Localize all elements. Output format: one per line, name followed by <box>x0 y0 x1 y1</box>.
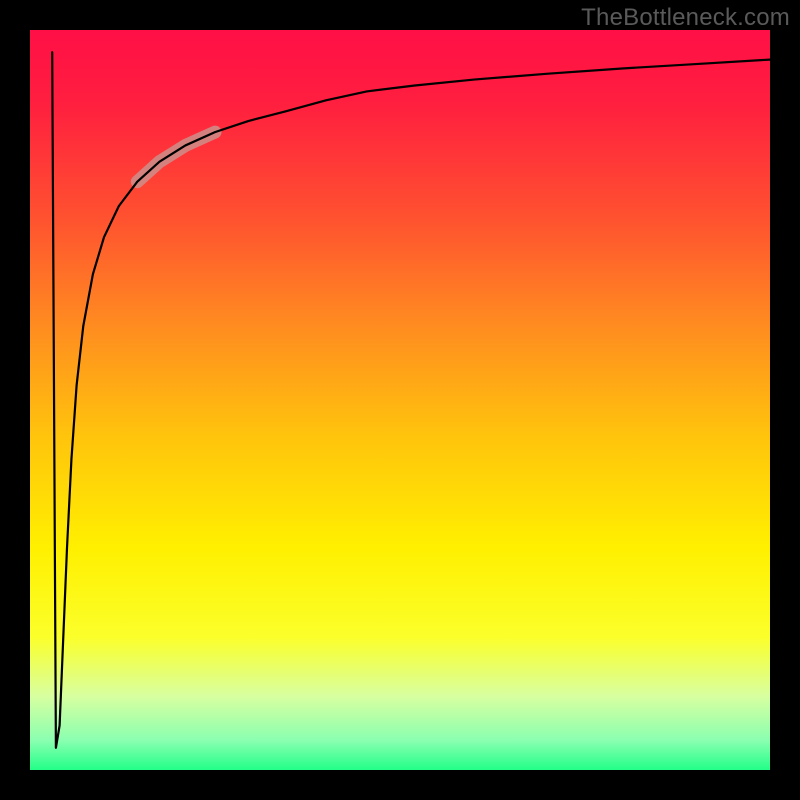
plot-area <box>30 30 770 770</box>
bottleneck-chart <box>0 0 800 800</box>
chart-container: TheBottleneck.com <box>0 0 800 800</box>
watermark-text: TheBottleneck.com <box>581 4 790 32</box>
